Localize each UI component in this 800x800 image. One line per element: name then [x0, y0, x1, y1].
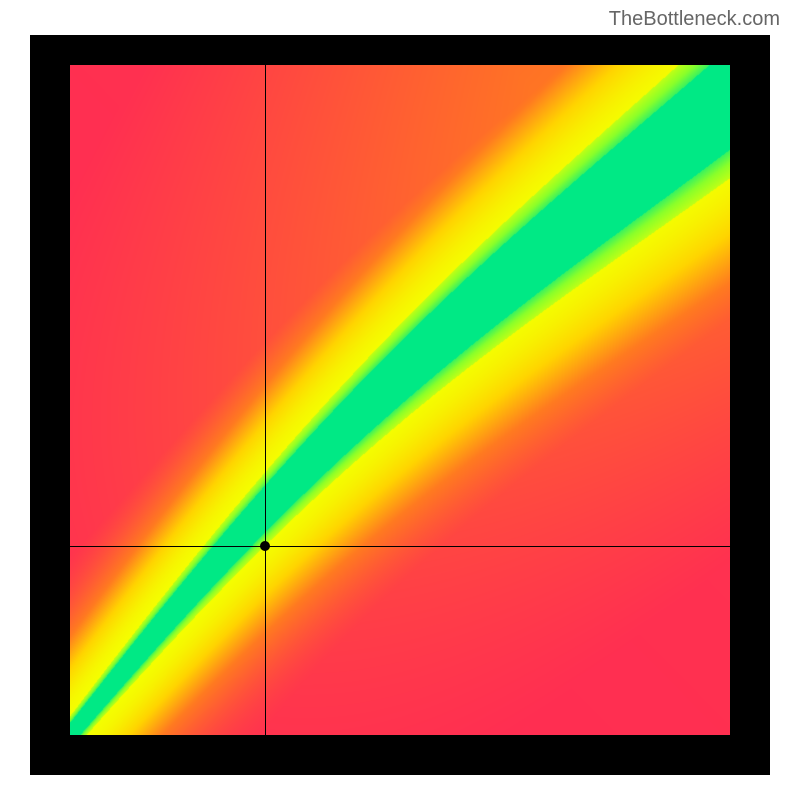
watermark-text: TheBottleneck.com [609, 8, 780, 31]
chart-container: TheBottleneck.com [0, 0, 800, 800]
chart-plot-area [70, 65, 730, 735]
crosshair-vertical [265, 65, 266, 735]
crosshair-horizontal [70, 546, 730, 547]
heatmap-canvas [70, 65, 730, 735]
crosshair-marker-icon [260, 541, 270, 551]
chart-outer-frame [30, 35, 770, 775]
